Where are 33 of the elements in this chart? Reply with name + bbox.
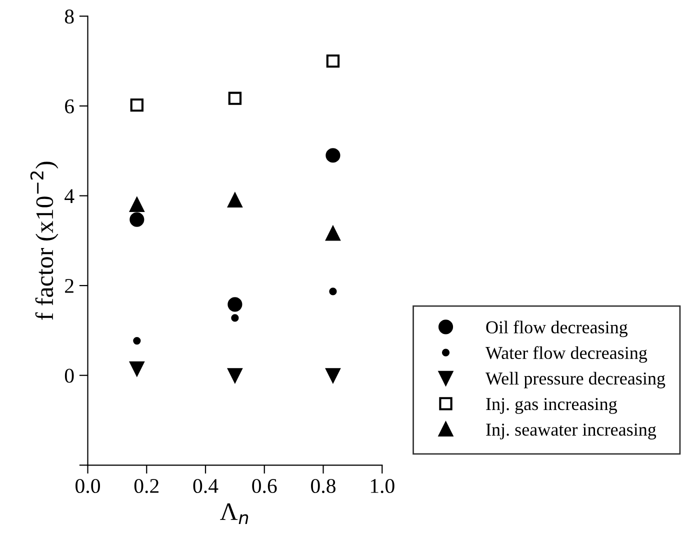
point — [130, 212, 144, 227]
y-tick-label: 0 — [64, 368, 74, 383]
point — [130, 197, 144, 212]
point — [329, 288, 337, 296]
point — [130, 98, 144, 112]
point — [228, 297, 242, 312]
point — [130, 361, 144, 376]
point — [326, 148, 340, 163]
point — [326, 226, 340, 241]
legend-label: Inj. gas increasing — [486, 398, 618, 414]
point — [133, 336, 141, 345]
x-tick-label: 0.8 — [311, 478, 336, 494]
y-tick-label: 8 — [64, 10, 74, 24]
x-tick-label: 1.0 — [370, 478, 394, 494]
legend-label: Oil flow decreasing — [486, 320, 628, 338]
legend-label: Inj. seawater increasing — [486, 424, 656, 440]
legend-label: Water flow decreasing — [486, 346, 648, 363]
y-tick-label: 4 — [64, 189, 74, 203]
x-tick-label: 0.4 — [193, 478, 218, 494]
x-tick-label: 0.0 — [76, 478, 100, 494]
y-tick-label: 6 — [65, 99, 74, 114]
point — [231, 314, 239, 322]
y-axis-title: f factor (x10$^{−2}$) — [30, 162, 58, 320]
point — [228, 368, 242, 383]
point — [228, 92, 242, 105]
point — [326, 368, 340, 383]
point — [326, 54, 340, 68]
y-tick-label: 2 — [65, 278, 74, 293]
legend-label: Well pressure decreasing — [486, 372, 666, 388]
point — [228, 192, 242, 208]
x-axis-title: Λ$_{n}$ — [220, 503, 248, 524]
x-tick-label: 0.2 — [134, 478, 158, 494]
x-tick-label: 0.6 — [252, 478, 277, 494]
